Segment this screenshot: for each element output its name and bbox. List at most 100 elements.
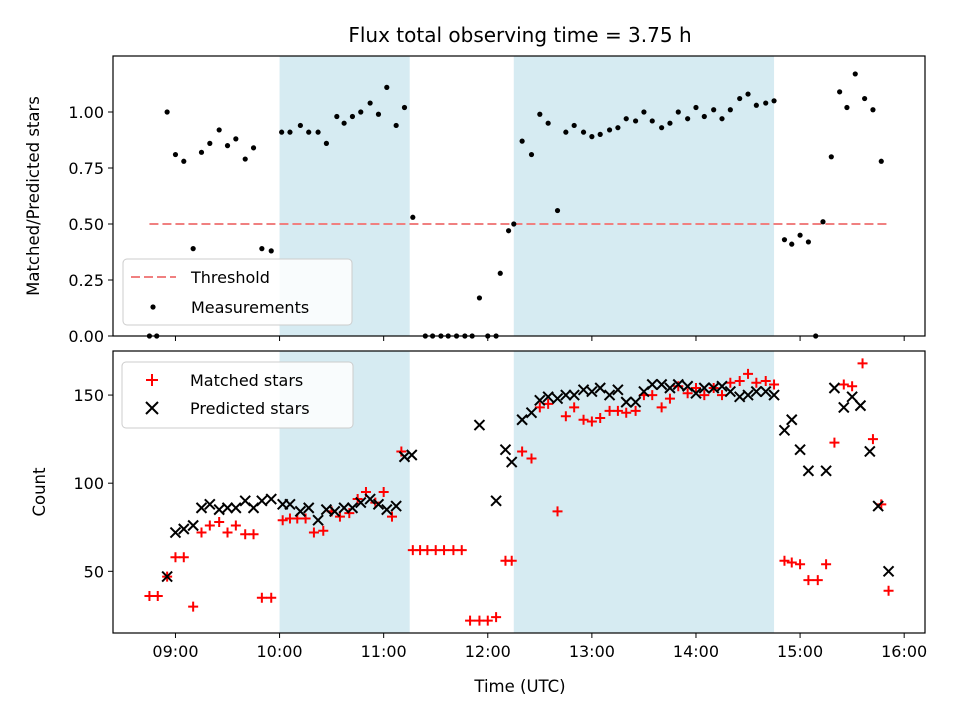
predicted-point-63 <box>768 389 780 401</box>
y-tick-label: 0.25 <box>68 271 104 290</box>
matched-point-56 <box>621 407 632 418</box>
y-axis-label: Matched/Predicted stars <box>24 96 43 296</box>
measurement-point-87 <box>878 158 884 164</box>
measurement-point-81 <box>828 154 834 160</box>
predicted-point-15 <box>284 498 296 511</box>
predicted-point-54 <box>690 387 702 400</box>
measurement-point-19 <box>306 129 312 135</box>
matched-point-65 <box>699 390 710 401</box>
measurement-point-29 <box>393 122 399 129</box>
predicted-point-61 <box>750 385 763 398</box>
measurement-point-78 <box>805 239 812 245</box>
y-axis-label: Count <box>30 467 49 517</box>
measurement-point-68 <box>719 116 725 122</box>
measurement-point-73 <box>763 100 769 106</box>
matched-point-83 <box>857 358 868 369</box>
matched-point-80 <box>829 437 840 448</box>
predicted-point-62 <box>760 385 772 398</box>
measurement-point-57 <box>623 116 629 122</box>
series-2 <box>161 378 895 583</box>
x-tick-label: 09:00 <box>152 642 198 661</box>
predicted-point-20 <box>329 505 341 518</box>
matched-point-13 <box>248 529 259 540</box>
matched-point-55 <box>612 405 623 416</box>
measurement-point-44 <box>511 221 517 227</box>
measurement-point-31 <box>410 214 416 220</box>
matched-point-78 <box>812 575 823 586</box>
matched-point-11 <box>230 520 241 531</box>
measurement-point-23 <box>341 120 347 126</box>
predicted-point-6 <box>204 498 216 511</box>
predicted-point-67 <box>802 465 815 477</box>
matched-point-45 <box>526 453 537 464</box>
matched-point-41 <box>491 612 502 623</box>
matched-point-72 <box>760 375 771 386</box>
predicted-point-39 <box>560 389 572 401</box>
measurement-point-63 <box>675 109 681 115</box>
legend-matched-swatch <box>146 374 158 386</box>
matched-point-67 <box>717 390 727 401</box>
measurement-point-48 <box>545 120 551 126</box>
matched-point-9 <box>214 516 225 527</box>
measurement-point-76 <box>789 241 795 247</box>
predicted-point-4 <box>187 519 199 532</box>
matched-point-61 <box>664 393 675 404</box>
matched-point-21 <box>318 525 329 536</box>
measurement-point-58 <box>632 118 639 124</box>
y-tick-label: 0.00 <box>68 327 104 346</box>
predicted-point-5 <box>195 502 208 514</box>
matched-point-48 <box>552 506 563 517</box>
matched-point-82 <box>847 381 858 392</box>
matched-point-16 <box>277 515 288 526</box>
predicted-point-72 <box>854 399 867 412</box>
measurement-point-77 <box>797 232 803 238</box>
predicted-point-19 <box>320 503 333 516</box>
series-1 <box>146 71 884 339</box>
measurement-point-4 <box>172 151 179 158</box>
predicted-point-34 <box>516 414 528 426</box>
predicted-point-58 <box>724 385 737 398</box>
legend-measurement-label: Measurements <box>191 298 309 317</box>
top-axes: 0.00 0.25 0.50 0.75 1.00 Matched/Predicted st… <box>24 55 926 346</box>
axes-frame <box>112 350 926 634</box>
matched-point-2 <box>152 590 163 601</box>
predicted-point-21 <box>338 502 350 514</box>
matched-point-37 <box>456 545 467 556</box>
measurement-point-5 <box>181 158 187 164</box>
measurement-point-17 <box>287 129 293 135</box>
matched-point-19 <box>300 513 311 524</box>
measurement-point-65 <box>693 104 699 111</box>
matched-point-60 <box>656 402 667 413</box>
observing-window-2 <box>513 56 775 336</box>
predicted-point-69 <box>828 382 841 394</box>
matched-point-10 <box>222 527 233 538</box>
matched-point-35 <box>439 545 450 556</box>
x-tick-label: 16:00 <box>881 642 927 661</box>
x-tick-label: 14:00 <box>673 642 719 661</box>
matched-point-86 <box>883 585 894 596</box>
predicted-point-32 <box>499 443 512 456</box>
legend-predicted-swatch <box>145 401 159 415</box>
measurement-point-52 <box>580 129 587 135</box>
y-tick-label: 0.50 <box>68 215 104 234</box>
predicted-point-65 <box>786 414 798 426</box>
predicted-point-23 <box>355 496 367 509</box>
measurement-point-26 <box>367 100 373 106</box>
measurement-point-20 <box>315 129 321 135</box>
measurement-point-49 <box>554 207 561 214</box>
measurement-point-8 <box>207 140 213 146</box>
measurement-point-21 <box>323 140 330 146</box>
predicted-point-47 <box>629 396 642 408</box>
measurement-point-16 <box>279 129 285 135</box>
measurement-point-39 <box>476 295 483 301</box>
predicted-point-9 <box>230 502 242 514</box>
matched-point-57 <box>630 405 641 416</box>
predicted-point-22 <box>346 502 359 514</box>
measurement-point-25 <box>358 109 364 115</box>
measurement-point-86 <box>870 107 876 113</box>
measurement-point-9 <box>216 127 222 133</box>
predicted-point-16 <box>294 505 307 518</box>
predicted-point-33 <box>506 456 518 468</box>
legend-box <box>122 258 353 326</box>
